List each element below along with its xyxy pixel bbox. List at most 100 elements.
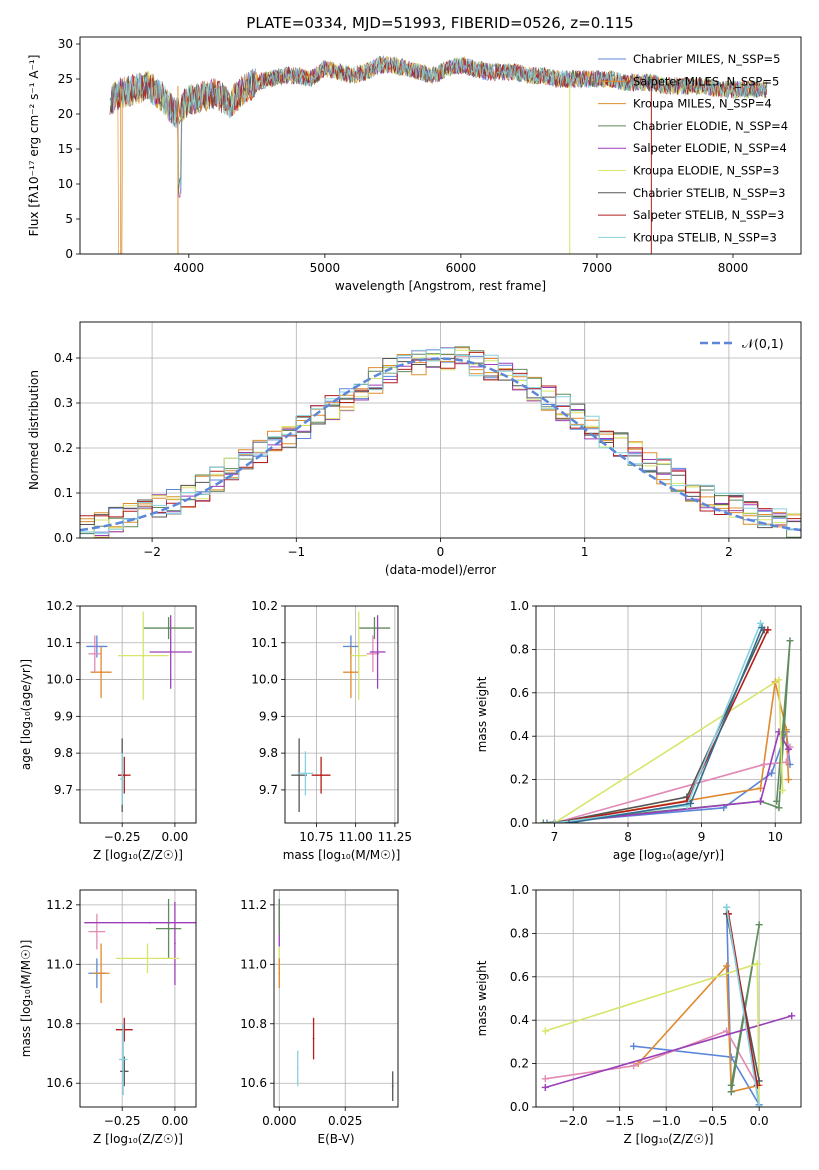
y-tick-label: 9.8	[259, 746, 278, 760]
spectrum-series-line	[110, 56, 768, 125]
legend: Chabrier MILES, N_SSP=5 Salpeter MILES, N…	[598, 52, 788, 244]
x-axis-label: age [log₁₀(age/yr)]	[613, 848, 724, 862]
plots-layer: 4000 5000 6000 7000 8000051015202530waveleng…	[19, 36, 802, 1146]
plus-marker	[757, 784, 765, 792]
plus-marker	[757, 797, 765, 805]
panel-massweight-vs-age: 7 8 9 10 0.0 0.2 0.4 0.6 0.8 1.0 age [log₁₀(age/yr…	[475, 599, 802, 862]
plus-marker	[758, 624, 766, 632]
plus-marker	[727, 1088, 735, 1096]
plot-area	[109, 55, 768, 254]
legend: 𝒩(0,1)	[700, 336, 784, 351]
x-axis-label: Z [log₁₀(Z/Z☉)]	[93, 848, 183, 862]
data-point	[100, 671, 102, 674]
x-tick-label: −2	[143, 545, 161, 559]
plot-area	[536, 890, 801, 1107]
data-point	[146, 957, 149, 960]
x-tick-label: −1.0	[652, 1114, 681, 1128]
weight-series-line	[637, 964, 760, 1093]
plus-marker	[543, 819, 551, 823]
y-tick-label: 10.2	[46, 599, 73, 613]
legend-label: Kroupa ELODIE, N_SSP=3	[633, 164, 779, 178]
plot-area	[80, 322, 801, 538]
legend-label: Chabrier MILES, N_SSP=5	[633, 52, 780, 66]
plus-marker	[723, 903, 731, 911]
x-tick-label: 5000	[310, 261, 341, 275]
y-tick-label: 25	[58, 72, 73, 86]
legend-label: Kroupa MILES, N_SSP=4	[633, 97, 772, 111]
axes-frame	[79, 605, 197, 824]
x-tick-label: 1	[581, 545, 589, 559]
y-tick-label: 9.9	[259, 709, 278, 723]
y-tick-label: 15	[58, 142, 73, 156]
x-tick-label: 11.00	[338, 830, 372, 844]
histogram-step-line	[80, 351, 801, 526]
plus-marker	[768, 769, 776, 777]
plus-marker	[775, 676, 783, 684]
y-tick-label: 0.3	[54, 396, 73, 410]
x-tick-label: 8	[624, 830, 632, 844]
plus-marker	[782, 758, 790, 766]
legend-label: Salpeter MILES, N_SSP=5	[633, 74, 779, 88]
y-tick-label: 0	[65, 247, 73, 261]
y-tick-label: 1.0	[510, 883, 529, 897]
y-tick-label: 0.0	[510, 1100, 529, 1114]
plus-marker	[723, 1027, 731, 1035]
y-tick-label: 0.8	[510, 642, 529, 656]
x-tick-label: 0.025	[328, 1114, 362, 1128]
x-tick-label: 4000	[174, 261, 205, 275]
data-point	[357, 654, 360, 657]
data-point	[298, 774, 301, 777]
x-axis-label: mass [log₁₀(M/M☉)]	[283, 848, 401, 862]
data-point	[142, 654, 145, 657]
x-tick-label: 7000	[582, 261, 613, 275]
y-tick-label: 0.0	[54, 531, 73, 545]
y-tick-label: 10.2	[251, 599, 278, 613]
y-axis-label: mass weight	[475, 960, 489, 1036]
data-point	[304, 772, 307, 775]
data-point	[148, 921, 151, 924]
y-tick-label: 30	[58, 37, 73, 51]
plus-marker	[760, 760, 768, 768]
y-tick-label: 9.7	[259, 783, 278, 797]
y-tick-label: 0.8	[510, 926, 529, 940]
data-point	[95, 930, 98, 933]
axes-frame	[535, 605, 802, 824]
plus-marker	[775, 804, 783, 812]
y-tick-label: 11.0	[46, 957, 73, 971]
plus-marker	[755, 1103, 763, 1107]
axes-frame	[273, 889, 399, 1108]
y-tick-label: 9.8	[54, 746, 73, 760]
legend-label: Chabrier ELODIE, N_SSP=4	[633, 119, 788, 133]
data-point	[93, 652, 96, 655]
panel-age-vs-mass: 10.75 11.00 11.25 9.7 9.8 9.9 10.0 10.1 10.2 mass…	[251, 599, 412, 862]
x-tick-label: 10	[768, 830, 783, 844]
data-point	[100, 972, 102, 975]
y-tick-label: 0.4	[510, 729, 529, 743]
weight-series-line	[553, 678, 784, 823]
y-tick-label: 20	[58, 107, 73, 121]
plus-marker	[630, 1062, 638, 1070]
plus-marker	[550, 819, 558, 823]
weight-series-line	[633, 907, 760, 1106]
histogram-step-line	[80, 347, 801, 535]
axes-frame	[535, 889, 802, 1108]
data-point	[312, 1037, 315, 1040]
x-tick-label: 6000	[446, 261, 477, 275]
y-tick-label: 10.6	[240, 1076, 267, 1090]
plus-marker	[727, 1081, 735, 1089]
x-tick-label: 10.75	[299, 830, 333, 844]
y-tick-label: 0.2	[510, 773, 529, 787]
y-axis-label: Flux [fλ10⁻¹⁷ erg cm⁻² s⁻¹ A⁻¹]	[27, 55, 41, 237]
panel-massweight-vs-Z: −2.0 −1.5 −1.0 −0.5 0.0 0.0 0.2 0.4 0.6 0.8 1.0 Z […	[475, 883, 802, 1146]
y-axis-label: Normed distribution	[27, 370, 41, 490]
data-point	[320, 774, 322, 777]
x-axis-label: (data-model)/error	[385, 563, 496, 577]
y-tick-label: 10.0	[46, 673, 73, 687]
weight-series-line	[543, 640, 791, 823]
x-axis-label: Z [log₁₀(Z/Z☉)]	[93, 1132, 183, 1146]
y-tick-label: 11.0	[240, 957, 267, 971]
axes-frame	[284, 605, 399, 824]
data-point	[376, 651, 379, 653]
weight-series-line	[727, 913, 759, 1086]
plus-marker	[755, 921, 763, 929]
